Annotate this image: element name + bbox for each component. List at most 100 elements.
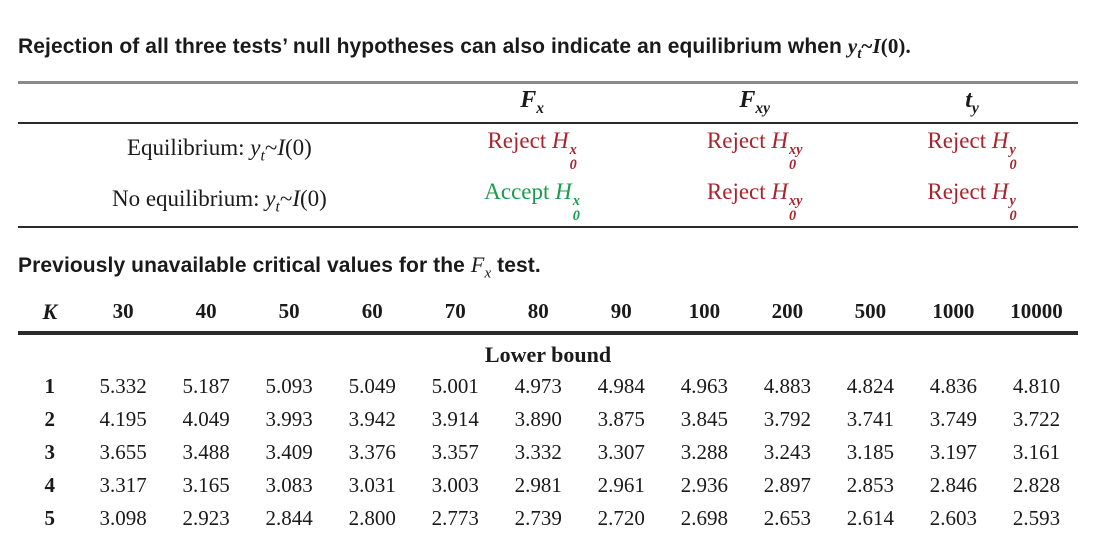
critical-value-cell: 2.981 (514, 472, 562, 497)
critical-value-cell: 3.942 (348, 406, 396, 431)
critical-value-cell: 3.488 (182, 439, 230, 464)
row-header-k: 2 (44, 406, 56, 431)
critical-value-cell: 3.031 (348, 472, 396, 497)
critical-value-cell: 2.739 (514, 505, 562, 530)
critical-value-cell: 2.614 (846, 505, 895, 530)
critical-value-cell: 3.409 (265, 439, 313, 464)
column-header-200: 200 (745, 296, 829, 335)
critical-values-caption: Previously unavailable critical values f… (18, 252, 541, 282)
critical-value-cell: 3.243 (763, 439, 811, 464)
column-header-90: 90 (579, 296, 663, 335)
critical-value-cell: 3.845 (680, 406, 728, 431)
critical-value-cell: 3.741 (846, 406, 895, 431)
critical-value-cell: 5.001 (431, 373, 479, 398)
paper-page: Rejection of all three tests’ null hypot… (18, 34, 1078, 535)
critical-value-cell: 3.098 (99, 505, 147, 530)
column-header-70: 70 (413, 296, 497, 335)
critical-value-cell: 2.698 (680, 505, 728, 530)
critical-value-cell: 4.984 (597, 373, 645, 398)
critical-value-cell: 2.961 (597, 472, 645, 497)
critical-value-cell: 2.897 (763, 472, 811, 497)
row-header-k: 5 (44, 505, 56, 530)
column-header-50: 50 (247, 296, 331, 335)
column-header-100: 100 (662, 296, 746, 335)
math-yt-i0: yt~I(0). (847, 34, 911, 63)
intro-text-main: Rejection of all three tests’ null hypot… (18, 35, 848, 58)
row-header-k: 1 (44, 373, 56, 398)
table-row-k2: 2 4.195 4.049 3.993 3.942 3.914 3.890 3.875 3.84… (18, 403, 1078, 436)
row-header-k: 3 (44, 439, 56, 464)
critical-value-cell: 4.049 (182, 406, 230, 431)
critical-value-cell: 3.288 (680, 439, 728, 464)
column-header-Fx: Fx (420, 82, 644, 124)
row-header-k: 4 (44, 472, 56, 497)
critical-values-table: K 30 40 50 60 70 80 90 100 200 500 1000 10000 Lower… (18, 296, 1078, 535)
column-header-1000: 1000 (911, 296, 995, 335)
section-label: Lower bound (484, 341, 612, 367)
table-row-k4: 4 3.317 3.165 3.083 3.031 3.003 2.981 2.961 2.93… (18, 469, 1078, 502)
critical-value-cell: 3.875 (597, 406, 645, 431)
critical-value-cell: 3.165 (182, 472, 230, 497)
hypothesis-header-row: Fx Fxy ty (18, 82, 1078, 124)
critical-value-cell: 3.890 (514, 406, 562, 431)
critical-value-cell: 5.332 (99, 373, 147, 398)
critical-value-cell: 2.853 (846, 472, 895, 497)
critical-value-cell: 3.357 (431, 439, 479, 464)
intro-text: Rejection of all three tests’ null hypot… (18, 34, 1078, 63)
critical-value-cell: 3.307 (597, 439, 645, 464)
column-header-500: 500 (828, 296, 912, 335)
table-row-k1: 1 5.332 5.187 5.093 5.049 5.001 4.973 4.984 4.96… (18, 370, 1078, 403)
critical-value-cell: 3.376 (348, 439, 396, 464)
critical-value-cell: 2.936 (680, 472, 728, 497)
critical-value-cell: 2.846 (929, 472, 978, 497)
column-header-K: K (18, 296, 82, 335)
critical-value-cell: 3.161 (1012, 439, 1061, 464)
column-header-80: 80 (496, 296, 580, 335)
math-Fx: Fx (470, 252, 492, 282)
critical-values-header-row: K 30 40 50 60 70 80 90 100 200 500 1000 10000 (18, 296, 1078, 335)
row-label-equilibrium: Equilibrium: yt~I(0) (126, 134, 312, 165)
critical-value-cell: 2.828 (1012, 472, 1061, 497)
column-header-60: 60 (330, 296, 414, 335)
critical-value-cell: 4.195 (99, 406, 147, 431)
critical-value-cell: 2.720 (597, 505, 645, 530)
critical-value-cell: 3.317 (99, 472, 147, 497)
critical-value-cell: 3.993 (265, 406, 313, 431)
critical-value-cell: 4.824 (846, 373, 895, 398)
critical-value-cell: 4.836 (929, 373, 978, 398)
column-header-10000: 10000 (994, 296, 1078, 335)
critical-value-cell: 5.049 (348, 373, 396, 398)
critical-value-cell: 3.655 (99, 439, 147, 464)
column-header-Fxy: Fxy (643, 82, 866, 124)
critical-value-cell: 3.914 (431, 406, 479, 431)
row-label-no-equilibrium: No equilibrium: yt~I(0) (111, 185, 327, 216)
critical-value-cell: 3.749 (929, 406, 978, 431)
critical-value-cell: 2.653 (763, 505, 811, 530)
critical-value-cell: 4.963 (680, 373, 728, 398)
critical-value-cell: 3.792 (763, 406, 811, 431)
critical-value-cell: 5.093 (265, 373, 313, 398)
critical-value-cell: 2.603 (929, 505, 978, 530)
critical-value-cell: 3.197 (929, 439, 978, 464)
column-header-40: 40 (164, 296, 248, 335)
column-header-30: 30 (81, 296, 165, 335)
critical-value-cell: 2.800 (348, 505, 396, 530)
critical-value-cell: 3.722 (1012, 406, 1061, 431)
critical-value-cell: 3.083 (265, 472, 313, 497)
critical-value-cell: 4.883 (763, 373, 811, 398)
table-row-k3: 3 3.655 3.488 3.409 3.376 3.357 3.332 3.307 3.28… (18, 436, 1078, 469)
critical-value-cell: 3.003 (431, 472, 479, 497)
critical-value-cell: 4.973 (514, 373, 562, 398)
critical-value-cell: 5.187 (182, 373, 230, 398)
critical-values-body: Lower bound 1 5.332 5.187 5.093 5.049 5.001 4.… (18, 333, 1078, 535)
critical-value-cell: 2.593 (1012, 505, 1061, 530)
